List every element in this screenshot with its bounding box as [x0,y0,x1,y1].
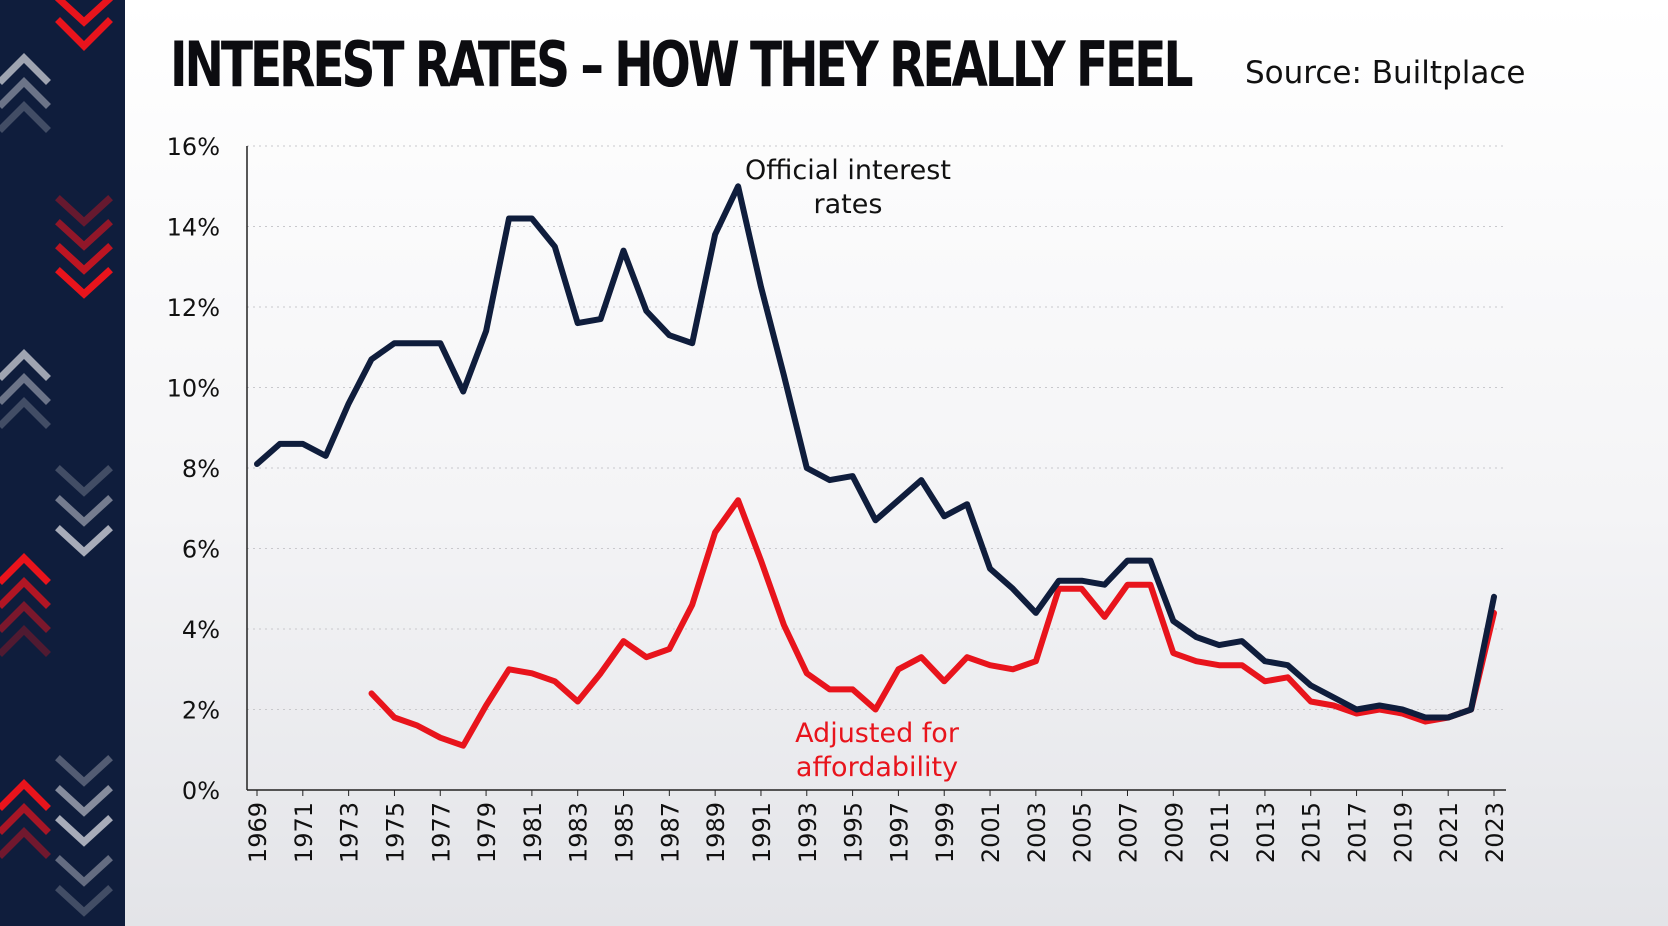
x-tick-label: 2013 [1252,802,1280,863]
x-tick-label: 1969 [244,802,272,863]
x-tick-label: 1979 [473,802,501,863]
series-label-adjusted: affordability [796,752,958,783]
y-tick-label: 16% [167,133,220,161]
x-tick-label: 1985 [611,802,639,863]
x-tick-label: 1997 [885,802,913,863]
x-tick-label: 1987 [656,802,684,863]
y-tick-label: 12% [167,294,220,322]
x-tick-label: 1989 [702,802,730,863]
x-tick-label: 2009 [1160,802,1188,863]
x-tick-label: 2017 [1344,802,1372,863]
x-tick-label: 1993 [794,802,822,863]
series-label-official: Official interest [745,155,951,186]
series-label-adjusted: Adjusted for [795,718,960,749]
series-label-official: rates [814,189,883,220]
x-tick-label: 2003 [1023,802,1051,863]
x-axis-ticks: 1969 1971 1973 1975 1977 1979 1981 1983 1985 1987… [244,790,1509,863]
source-label: Source: Builtplace [1245,55,1526,91]
y-axis-ticks: 0% 2% 4% 6% 8% 10% 12% 14% 16% [167,133,220,805]
y-tick-label: 2% [182,697,220,725]
x-tick-label: 1973 [336,802,364,863]
x-tick-label: 2021 [1435,802,1463,863]
x-tick-label: 2001 [977,802,1005,863]
y-tick-label: 4% [182,616,220,644]
x-tick-label: 2023 [1481,802,1509,863]
x-tick-label: 1971 [290,802,318,863]
x-tick-label: 1995 [840,802,868,863]
x-tick-label: 2007 [1114,802,1142,863]
x-tick-label: 1999 [931,802,959,863]
x-tick-label: 1977 [427,802,455,863]
x-tick-label: 2015 [1298,802,1326,863]
x-tick-label: 2019 [1389,802,1417,863]
x-tick-label: 2011 [1206,802,1234,863]
chevron-pattern-icon [0,0,113,917]
y-tick-label: 8% [182,455,220,483]
x-tick-label: 2005 [1069,802,1097,863]
x-tick-label: 1981 [519,802,547,863]
y-tick-label: 0% [182,777,220,805]
x-tick-label: 1975 [381,802,409,863]
y-tick-label: 10% [167,375,220,403]
y-tick-label: 14% [167,214,220,242]
decorative-sidebar [0,0,125,926]
x-tick-label: 1983 [565,802,593,863]
x-tick-label: 1991 [748,802,776,863]
series-line-adjusted [368,497,1497,749]
series-line-official [254,183,1497,721]
page-title: INTEREST RATES – HOW THEY REALLY FEEL [170,28,1193,101]
grid-lines [247,145,1506,710]
y-tick-label: 6% [182,536,220,564]
